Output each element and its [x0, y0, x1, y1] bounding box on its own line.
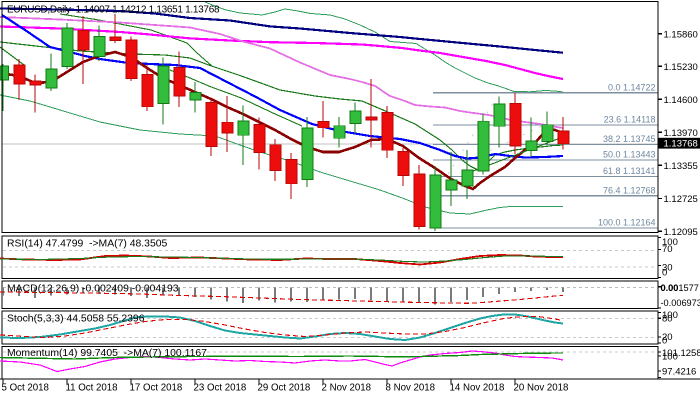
svg-text:20 Nov 2018: 20 Nov 2018: [514, 383, 569, 394]
svg-text:23.6 1.14118: 23.6 1.14118: [604, 115, 656, 125]
svg-text:0: 0: [662, 268, 667, 279]
svg-text:80: 80: [662, 314, 673, 325]
svg-text:11 Oct 2018: 11 Oct 2018: [66, 383, 118, 394]
svg-text:29 Oct 2018: 29 Oct 2018: [258, 383, 311, 394]
svg-text:5 Oct 2018: 5 Oct 2018: [2, 383, 49, 394]
svg-text:0.001577: 0.001577: [661, 283, 699, 293]
svg-text:23 Oct 2018: 23 Oct 2018: [194, 383, 247, 394]
svg-text:61.8 1.13141: 61.8 1.13141: [603, 166, 656, 176]
svg-text:1.13768: 1.13768: [664, 139, 698, 150]
svg-text:1.12725: 1.12725: [664, 194, 698, 205]
svg-text:100: 100: [662, 351, 678, 362]
svg-text:1.15860: 1.15860: [664, 29, 698, 40]
svg-text:0.0 1.14722: 0.0 1.14722: [608, 82, 656, 92]
svg-text:76.4 1.12768: 76.4 1.12768: [603, 185, 656, 195]
svg-text:14 Nov 2018: 14 Nov 2018: [450, 383, 505, 394]
svg-text:1.15230: 1.15230: [664, 62, 698, 73]
svg-text:RSI(14) 47.4799 ->MA(7) 48.35: RSI(14) 47.4799 ->MA(7) 48.3505: [7, 239, 167, 250]
svg-text:Stoch(5,3,3) 44.5058 55.2396: Stoch(5,3,3) 44.5058 55.2396: [7, 314, 145, 325]
svg-text:Momentum(14) 99.7405 ->MA(7): Momentum(14) 99.7405 ->MA(7) 100.1167: [7, 348, 207, 359]
svg-text:100.0 1.12164: 100.0 1.12164: [598, 218, 656, 228]
svg-text:1.13970: 1.13970: [664, 128, 698, 139]
svg-text:2 Nov 2018: 2 Nov 2018: [322, 383, 372, 394]
svg-text:1.14600: 1.14600: [664, 95, 698, 106]
svg-text:-0.006973: -0.006973: [661, 298, 700, 308]
svg-text:38.2 1.13745: 38.2 1.13745: [603, 134, 656, 144]
svg-text:8 Nov 2018: 8 Nov 2018: [386, 383, 436, 394]
svg-text:1.13355: 1.13355: [664, 161, 698, 172]
svg-text:0: 0: [662, 335, 667, 346]
svg-text:70: 70: [662, 244, 673, 255]
svg-text:97.4216: 97.4216: [662, 366, 696, 377]
svg-text:17 Oct 2018: 17 Oct 2018: [130, 383, 183, 394]
svg-text:MACD(12,26,9) -0.002409 -0.004: MACD(12,26,9) -0.002409 -0.004193: [7, 284, 179, 295]
svg-text:50.0 1.13443: 50.0 1.13443: [603, 150, 656, 160]
svg-text:EURUSD,Daily 1.14007 1.14212: EURUSD,Daily 1.14007 1.14212 1.13651 1.1…: [7, 5, 220, 16]
